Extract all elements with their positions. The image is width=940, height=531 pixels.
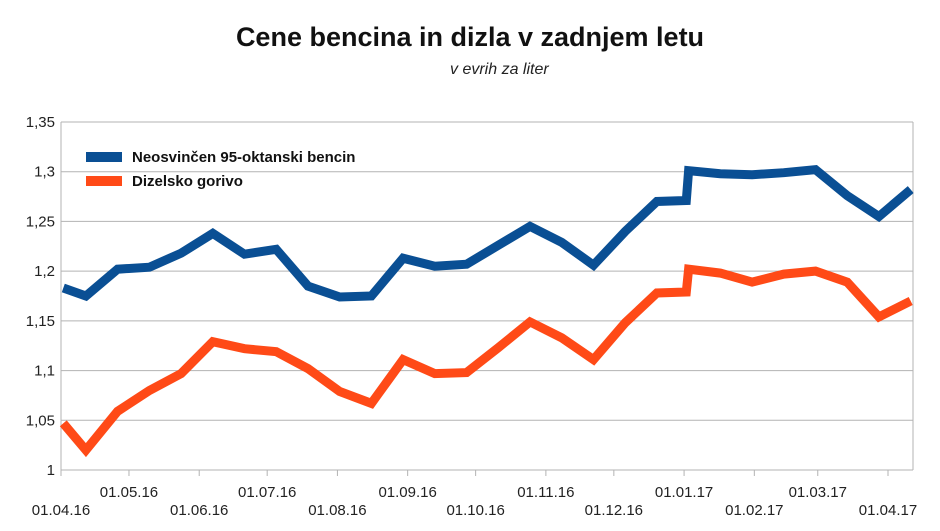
y-tick-label: 1,15 [26,313,55,330]
x-tick-label: 01.04.16 [32,502,90,519]
chart-subtitle: v evrih za liter [450,61,549,78]
y-tick-label: 1,25 [26,213,55,230]
x-tick-label: 01.10.16 [446,502,504,519]
y-tick-label: 1,05 [26,412,55,429]
chart-title: Cene bencina in dizla v zadnjem letu [235,22,705,52]
y-tick-label: 1 [47,462,55,479]
x-tick-label: 01.09.16 [378,484,436,501]
y-tick-label: 1,1 [34,363,55,380]
x-tick-label: 01.04.17 [859,502,917,519]
series-line-dizel [59,264,913,458]
legend-swatch [86,152,122,162]
x-tick-label: 01.08.16 [308,502,366,519]
x-tick-label: 01.11.16 [517,484,574,501]
y-tick-label: 1,35 [26,114,55,131]
legend-label: Dizelsko gorivo [132,173,243,190]
x-tick-label: 01.01.17 [655,484,713,501]
x-tick-label: 01.02.17 [725,502,783,519]
y-tick-label: 1,2 [34,263,55,280]
x-tick-label: 01.03.17 [789,484,847,501]
y-tick-label: 1,3 [34,164,55,181]
x-tick-label: 01.06.16 [170,502,228,519]
legend-swatch [86,176,122,186]
legend-label: Neosvinčen 95-oktanski bencin [132,149,355,166]
x-tick-label: 01.12.16 [585,502,643,519]
x-tick-label: 01.07.16 [238,484,296,501]
x-tick-label: 01.05.16 [100,484,158,501]
